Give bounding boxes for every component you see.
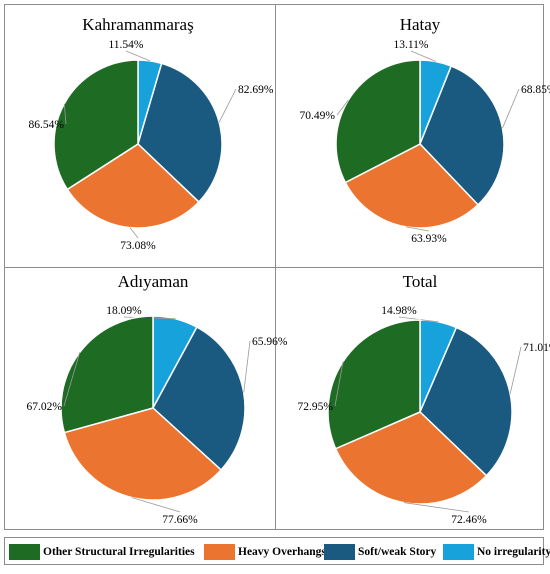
legend-item-soft-weak-story: Soft/weak Story (324, 543, 436, 560)
data-label-soft-weak-story: 68.85% (521, 84, 550, 96)
legend-swatch-soft-weak-story (324, 543, 355, 560)
data-label-other-structural: 86.54% (29, 119, 65, 131)
leader-line-soft-weak-story (509, 346, 522, 394)
leader-line-heavy-overhangs (129, 227, 139, 239)
pie-slice-heavy-overhangs (63, 407, 223, 501)
pie-slice-heavy-overhangs (344, 143, 480, 229)
data-label-heavy-overhangs: 73.08% (120, 240, 156, 252)
pie-panel-hatay: Hatay 70.49% 63.93% 68.85% 13.11% (300, 15, 550, 245)
data-label-no-irregularity: 14.98% (381, 305, 417, 317)
legend-item-no-irregularity: No irregularity (443, 543, 550, 560)
leader-line-other-structural (336, 100, 349, 116)
legend-swatch-other-structural (9, 543, 40, 560)
legend-swatch-no-irregularity (443, 543, 474, 560)
panel-title: Hatay (400, 15, 441, 34)
pie-panel-adiyaman: Adıyaman 67.02% 77.66% 65.96% 18.09% (27, 272, 288, 526)
data-label-soft-weak-story: 65.96% (252, 336, 288, 348)
leader-line-other-structural (63, 103, 67, 125)
pie-panel-total: Total 72.95% 72.46% 71.01% 14.98% (298, 272, 550, 526)
leader-line-soft-weak-story (218, 88, 237, 123)
data-label-other-structural: 70.49% (300, 110, 336, 122)
pie-slice-soft-weak-story (419, 326, 513, 477)
leader-line-heavy-overhangs (406, 226, 430, 232)
pie-slice-soft-weak-story (152, 326, 246, 471)
panel-title: Kahramanmaraş (82, 15, 193, 34)
legend-item-other-structural: Other Structural Irregularities (9, 543, 195, 560)
data-label-heavy-overhangs: 77.66% (162, 514, 198, 526)
leader-line-heavy-overhangs (403, 502, 470, 513)
leader-line-soft-weak-story (243, 340, 251, 393)
chart-legend: Other Structural Irregularities Heavy Ov… (4, 537, 550, 565)
panel-divider-horizontal (4, 267, 544, 268)
data-label-no-irregularity: 18.09% (106, 305, 142, 317)
legend-label-heavy-overhangs: Heavy Overhangs (238, 545, 326, 558)
legend-item-heavy-overhangs: Heavy Overhangs (204, 543, 326, 560)
data-label-heavy-overhangs: 72.46% (451, 514, 487, 526)
data-label-other-structural: 67.02% (27, 401, 63, 413)
pie-slice-other-structural (335, 59, 421, 184)
data-label-no-irregularity: 11.54% (108, 39, 143, 51)
data-label-heavy-overhangs: 63.93% (411, 233, 447, 245)
data-label-soft-weak-story: 71.01% (523, 342, 550, 354)
leader-line-no-irregularity (410, 50, 437, 62)
data-label-other-structural: 72.95% (298, 401, 334, 413)
leader-line-other-structural (63, 352, 81, 407)
legend-swatch-heavy-overhangs (204, 543, 235, 560)
panel-title: Adıyaman (118, 272, 189, 291)
pie-slice-soft-weak-story (137, 62, 223, 204)
legend-label-soft-weak-story: Soft/weak Story (358, 545, 437, 558)
legend-label-no-irregularity: No irregularity (477, 545, 550, 558)
leader-line-soft-weak-story (502, 88, 520, 129)
panel-title: Total (403, 272, 438, 291)
pie-panel-kahramanmaras: Kahramanmaraş 86.54% 73.08% 82.69% 11.54% (29, 15, 274, 252)
leader-line-other-structural (334, 361, 344, 407)
pie-slice-heavy-overhangs (66, 143, 200, 229)
leader-line-heavy-overhangs (131, 497, 181, 513)
leader-line-no-irregularity (125, 50, 151, 62)
data-label-soft-weak-story: 82.69% (238, 84, 274, 96)
legend-label-other-structural: Other Structural Irregularities (43, 545, 195, 558)
data-label-no-irregularity: 13.11% (393, 39, 428, 51)
